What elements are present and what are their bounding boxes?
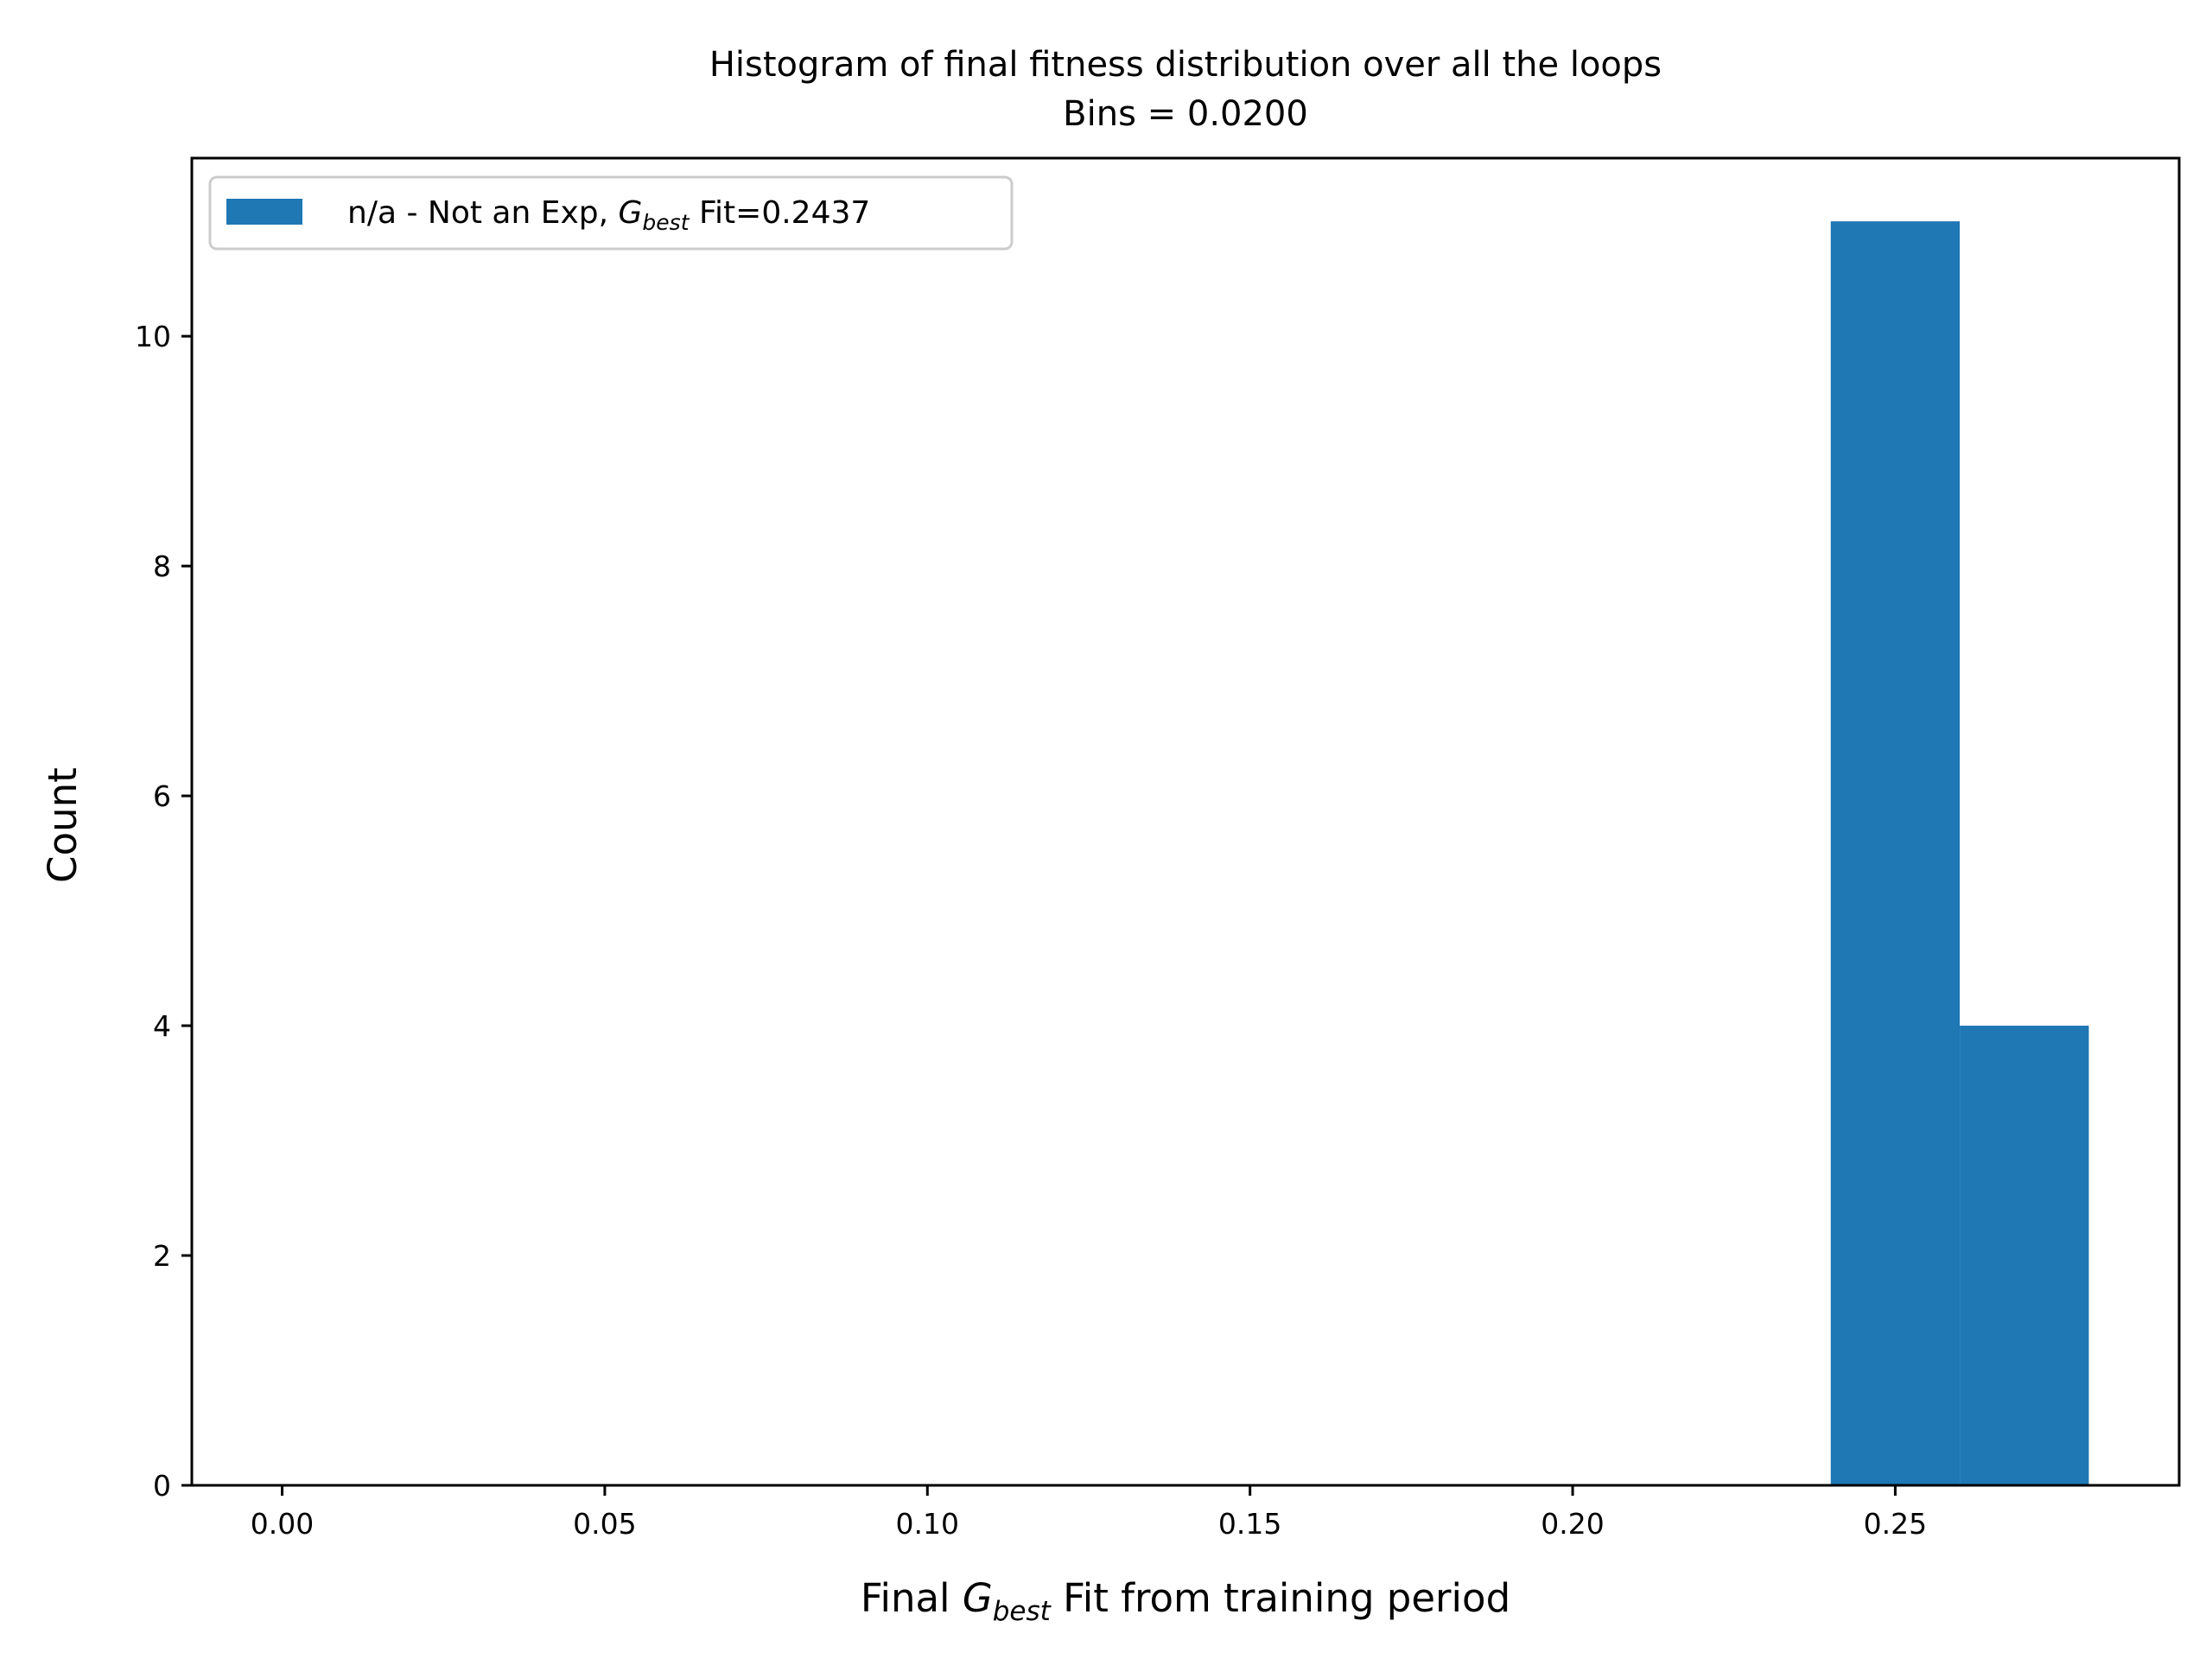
axes-frame [190, 156, 2181, 1487]
x-tick-label-4: 0.20 [1541, 1507, 1604, 1541]
y-tick-label-4: 8 [153, 550, 171, 583]
y-tick-label-1: 2 [153, 1239, 171, 1273]
x-tick-label-5: 0.25 [1864, 1507, 1927, 1541]
y-tick-label-5: 10 [135, 320, 171, 353]
chart-title-line-1: Histogram of final fitness distribution … [709, 45, 1662, 85]
y-tick-label-2: 4 [153, 1009, 171, 1043]
x-axis-label: Final Gbest Fit from training period [861, 1575, 1510, 1627]
legend-box [208, 175, 1014, 251]
y-axis-label: Count [40, 767, 86, 883]
histogram-bar-0-1 [1960, 1026, 2089, 1485]
legend-label-subscript: best [642, 210, 690, 235]
x-tick-label-1: 0.05 [573, 1507, 636, 1541]
histogram-bar-0-0 [1830, 221, 1961, 1486]
legend: n/a - Not an Exp, Gbest Fit=0.2437 [208, 175, 1014, 251]
legend-label-symbol: G [619, 195, 643, 231]
x-tick-label-3: 0.15 [1218, 1507, 1281, 1541]
x-axis-label-prefix: Final [861, 1575, 963, 1621]
legend-swatch [226, 199, 302, 225]
legend-label-prefix: n/a - Not an Exp, [347, 195, 619, 231]
y-tick-label-0: 0 [153, 1469, 171, 1503]
x-tick-label-0: 0.00 [251, 1507, 314, 1541]
legend-label: n/a - Not an Exp, Gbest Fit=0.2437 [347, 195, 870, 235]
y-axis-ticks: 0 2 4 6 8 10 [135, 320, 192, 1503]
x-tick-label-2: 0.10 [896, 1507, 959, 1541]
x-axis-label-subscript: best [993, 1596, 1052, 1627]
legend-label-suffix: Fit=0.2437 [690, 195, 871, 231]
x-axis-ticks: 0.00 0.05 0.10 0.15 0.20 0.25 [251, 1485, 1927, 1541]
bars-group [1830, 221, 2089, 1486]
x-axis-label-suffix: Fit from training period [1051, 1575, 1510, 1621]
x-axis-label-symbol: G [963, 1575, 993, 1621]
y-tick-label-3: 6 [153, 779, 171, 813]
chart-title-line-2: Bins = 0.0200 [1063, 94, 1308, 134]
